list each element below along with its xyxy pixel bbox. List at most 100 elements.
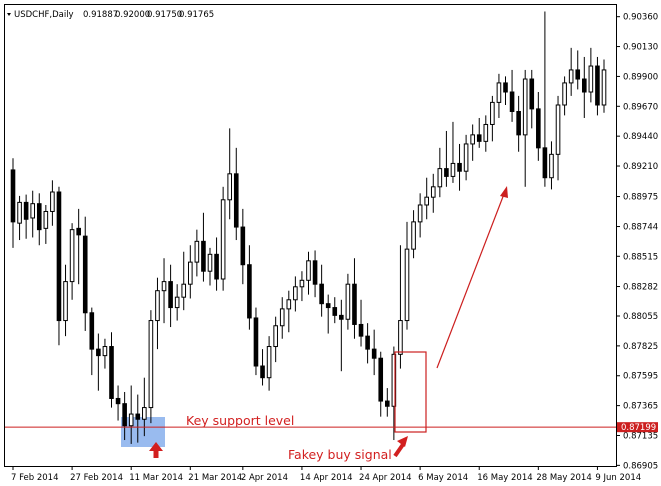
candle: [568, 47, 574, 96]
candle-body-bear: [201, 240, 206, 272]
candle-body-bull: [207, 253, 213, 272]
candle-body-bull: [417, 204, 423, 223]
candle: [319, 264, 324, 317]
candle: [365, 323, 370, 364]
y-tick-label: 0.89210: [623, 162, 658, 172]
candle-body-bull: [437, 168, 443, 188]
candle: [168, 264, 173, 328]
candle-body-bull: [17, 201, 22, 224]
candle: [247, 245, 252, 330]
high-value: 0.92000: [115, 10, 150, 20]
candle-body-bear: [358, 323, 364, 337]
candle-body-bear: [365, 335, 370, 350]
y-tick-label: 0.89900: [623, 72, 658, 82]
candle: [142, 377, 147, 437]
close-value: 0.91765: [179, 10, 214, 20]
candle: [266, 336, 272, 391]
candle-body-bear: [384, 400, 390, 407]
candle-body-bear: [516, 110, 521, 136]
low-value: 0.91750: [147, 10, 182, 20]
candle-body-bull: [601, 69, 607, 106]
candle-body-bull: [450, 162, 456, 177]
candle: [279, 297, 285, 339]
candle: [437, 147, 443, 198]
candle: [293, 276, 298, 312]
candle-body-bull: [483, 123, 489, 142]
candle-body-bear: [503, 82, 508, 93]
candle: [69, 223, 75, 300]
candle-body-bear: [575, 69, 581, 80]
candle-body-bull: [286, 299, 292, 310]
y-tick-label: 0.86905: [623, 461, 658, 471]
candle: [470, 124, 475, 161]
candle: [240, 208, 246, 285]
candle: [595, 56, 600, 116]
x-tick-label: 9 Jun 2014: [595, 473, 641, 483]
candle: [509, 69, 515, 122]
candle-body-bear: [56, 191, 62, 322]
candle: [358, 299, 364, 347]
candle-body-bull: [69, 229, 75, 283]
x-tick-label: 2 Apr 2014: [241, 473, 288, 483]
candle-body-bear: [581, 78, 587, 93]
candle: [96, 333, 101, 391]
candle: [339, 299, 344, 372]
candle-body-bull: [50, 191, 55, 212]
candle-body-bull: [424, 196, 430, 206]
candle: [10, 158, 16, 248]
candle: [476, 117, 482, 148]
candle: [424, 177, 430, 220]
trend-arrow-icon: [436, 186, 508, 369]
candle: [352, 258, 357, 339]
candle: [220, 186, 226, 291]
candle-body-bear: [233, 173, 239, 228]
candle-body-bear: [332, 307, 338, 316]
candle-body-bear: [595, 65, 600, 106]
candle: [148, 310, 154, 424]
candle: [260, 349, 265, 386]
candle: [496, 73, 502, 118]
candle: [411, 210, 416, 259]
candle: [398, 245, 403, 369]
x-tick-label: 11 Mar 2014: [129, 473, 183, 483]
x-tick-label: 27 Feb 2014: [70, 473, 123, 483]
candle: [325, 294, 331, 334]
y-tick-label: 0.89670: [623, 102, 658, 112]
candle: [155, 277, 160, 350]
candle: [286, 290, 292, 333]
candle-body-bear: [247, 264, 252, 319]
candle-body-bull: [522, 78, 528, 136]
candle-body-bear: [10, 169, 16, 223]
candle-body-bear: [378, 357, 384, 402]
candle-body-bull: [128, 413, 134, 427]
current-price-tag: 0.87199: [617, 422, 658, 433]
candle: [516, 95, 521, 152]
candle: [575, 50, 581, 90]
candle-body-bull: [155, 290, 160, 322]
candle-body-bear: [82, 235, 88, 314]
fakey-label: Fakey buy signal: [288, 447, 392, 462]
candle: [214, 237, 219, 291]
candle-body-bear: [76, 227, 81, 236]
triangle-down-icon: [7, 13, 11, 16]
candle-body-bear: [325, 303, 331, 309]
candle-body-bull: [562, 82, 567, 106]
candle: [483, 115, 489, 152]
candle-body-bear: [115, 397, 121, 405]
candle: [201, 212, 206, 282]
candle-body-bear: [122, 403, 127, 427]
current-price-box: [617, 422, 658, 433]
y-tick-label: 0.87825: [623, 342, 658, 352]
candle-body-bull: [181, 283, 187, 298]
candle-body-bear: [109, 346, 114, 399]
candle: [207, 247, 213, 286]
candle-body-bull: [391, 353, 397, 407]
fakey-signal-box: [394, 351, 427, 433]
candle: [384, 388, 390, 417]
candle: [187, 245, 193, 299]
candle-body-bear: [542, 147, 548, 179]
candle: [371, 329, 377, 376]
candle: [23, 194, 29, 239]
candle: [417, 193, 423, 238]
